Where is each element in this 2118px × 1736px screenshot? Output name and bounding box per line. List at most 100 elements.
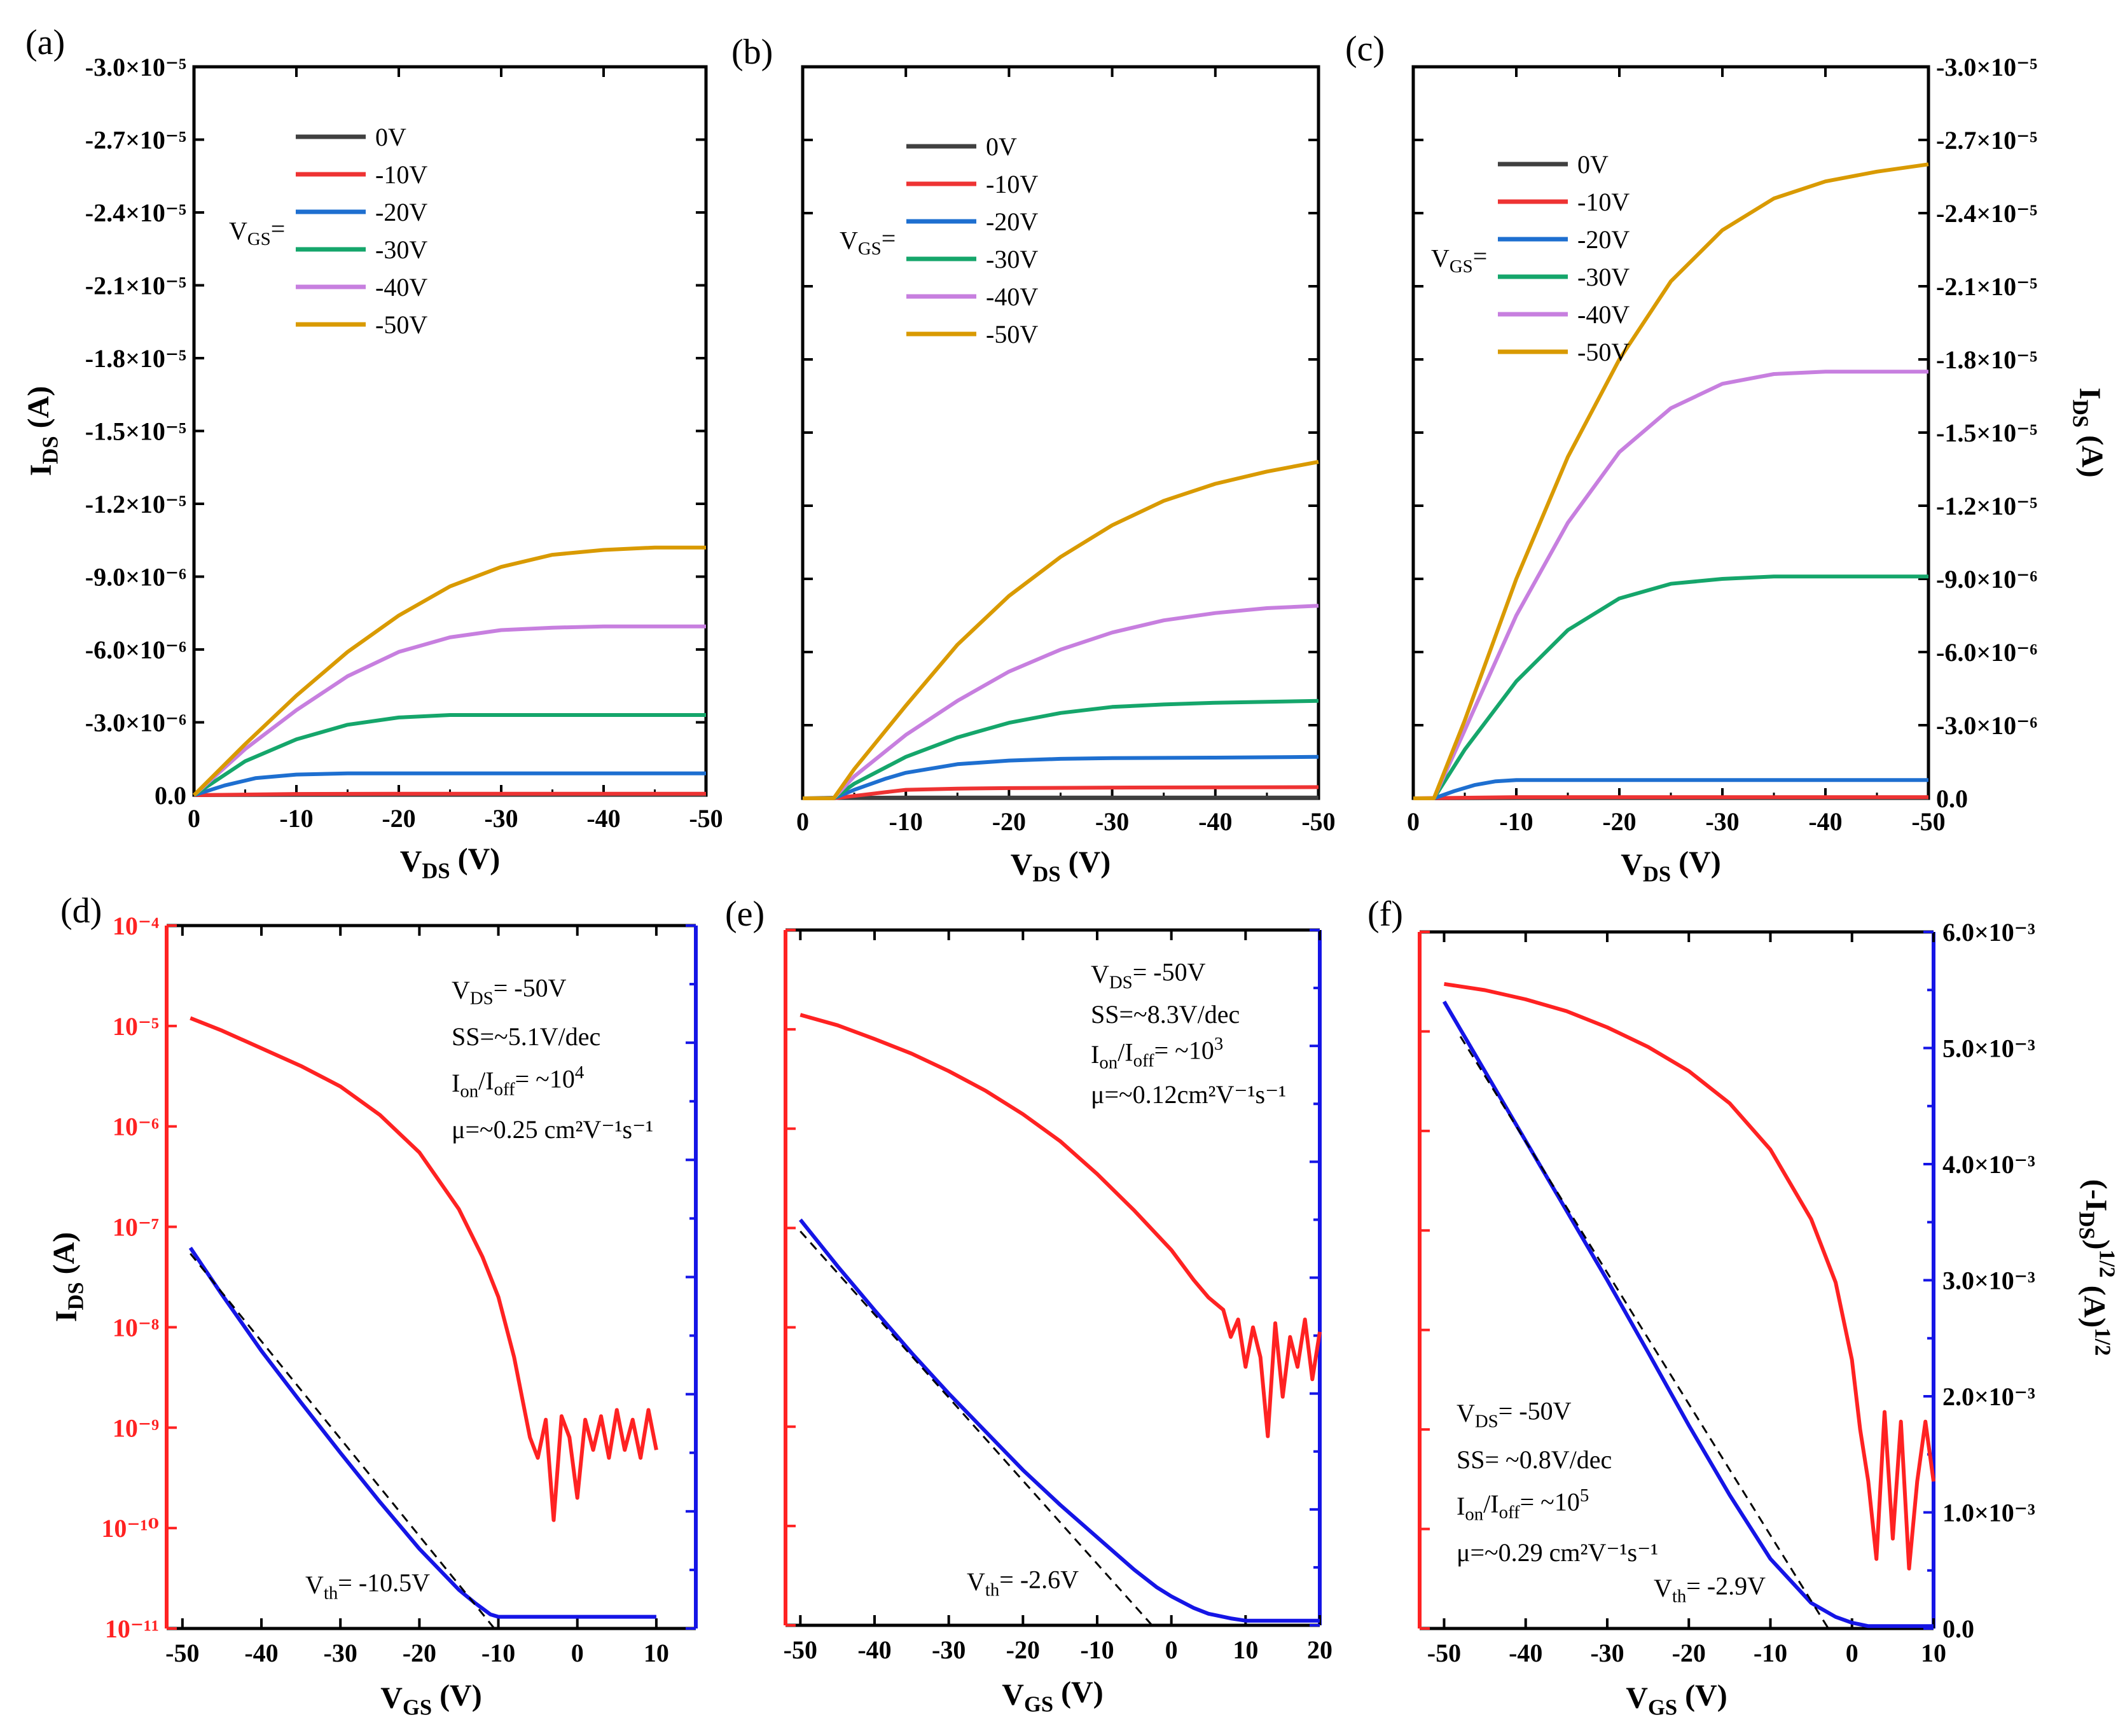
text-run: I — [452, 1069, 460, 1097]
panel-e-letter: (e) — [725, 894, 765, 934]
annotation-line: μ=~0.25 cm²V⁻¹s⁻¹ — [452, 1115, 653, 1144]
text-run: (V) — [1671, 845, 1721, 879]
x-tick-label: -10 — [1499, 807, 1533, 836]
x-tick-label: -20 — [992, 807, 1026, 836]
log-tick-label: 10⁻⁴ — [113, 912, 159, 940]
annotation-line: SS=~5.1V/dec — [452, 1022, 600, 1051]
y-tick-label: -2.1×10⁻⁵ — [85, 272, 186, 300]
sqrt-tick-label: 6.0×10⁻³ — [1942, 918, 2035, 947]
text-run: V — [1626, 1681, 1648, 1715]
text-run: /I — [1118, 1038, 1133, 1067]
text-run: /I — [478, 1067, 494, 1095]
y-axis-label: IDS​ (A) — [22, 386, 62, 476]
sqrt-tick-label: 2.0×10⁻³ — [1942, 1382, 2035, 1411]
curve-vgs-m40V — [803, 604, 1319, 800]
text-run: SS=~5.1V/dec — [452, 1022, 600, 1051]
text-run: I — [1457, 1492, 1465, 1520]
legend-label: 0V — [986, 132, 1017, 161]
sqrt-tick-label: 5.0×10⁻³ — [1942, 1034, 2035, 1063]
text-run: μ=~0.25 cm²V⁻¹s⁻¹ — [452, 1115, 653, 1144]
y-tick-label: -1.2×10⁻⁵ — [1936, 492, 2037, 520]
y-tick-label: -1.5×10⁻⁵ — [1936, 419, 2037, 447]
subscript: GS — [1648, 1695, 1677, 1719]
y-tick-label: 0.0 — [1936, 784, 1968, 813]
y-tick-label: -1.8×10⁻⁵ — [1936, 345, 2037, 374]
log-tick-label: 10⁻⁹ — [113, 1413, 159, 1442]
legend-label: -40V — [375, 273, 427, 302]
curve-vgs-m50V — [1413, 162, 1929, 800]
panel-c-letter: (c) — [1345, 29, 1385, 69]
log-tick-label: 10⁻⁸ — [113, 1313, 159, 1342]
y-tick-label: -3.0×10⁻⁵ — [85, 53, 186, 81]
subscript: off — [1499, 1502, 1520, 1522]
x-tick-label: 10 — [1233, 1635, 1258, 1664]
annotation-line: μ=~0.12cm²V⁻¹s⁻¹ — [1091, 1080, 1286, 1109]
text-run: V — [1457, 1399, 1475, 1427]
subscript: GS — [1450, 256, 1473, 277]
x-tick-label: -30 — [932, 1635, 966, 1664]
x-tick-label: -10 — [279, 804, 313, 833]
x-tick-label: -50 — [784, 1635, 817, 1664]
text-run: I — [50, 1310, 83, 1323]
subscript: DS — [38, 436, 62, 464]
curve-vgs-m30V — [193, 713, 706, 797]
legend-label: 0V — [375, 123, 406, 151]
x-tick-label: -20 — [382, 804, 415, 833]
text-run: V — [840, 226, 858, 255]
threshold-voltage-label: Vth​= -2.9V — [1654, 1572, 1766, 1607]
text-run: V — [1091, 960, 1109, 989]
panel-d-letter: (d) — [60, 891, 102, 931]
curve-vgs-m10V — [1413, 795, 1928, 800]
x-tick-label: -40 — [1198, 807, 1232, 836]
linear-fit-dashed-line — [190, 1253, 495, 1629]
x-tick-label: 10 — [1921, 1639, 1946, 1667]
text-run: V — [380, 1681, 403, 1715]
x-tick-label: -30 — [1705, 807, 1739, 836]
subscript: DS — [2075, 1211, 2099, 1239]
text-run: I — [24, 464, 58, 476]
text-run: = — [1473, 242, 1488, 270]
x-tick-label: -50 — [689, 804, 723, 833]
x-axis-label: VDS​ (V) — [1621, 845, 1720, 886]
legend-label: -40V — [986, 282, 1038, 311]
text-run: (V) — [1677, 1679, 1727, 1712]
x-tick-label: -30 — [484, 804, 518, 833]
y-tick-label: -1.5×10⁻⁵ — [85, 417, 186, 446]
text-run: V — [400, 845, 422, 878]
curve-vgs-m50V — [192, 545, 706, 797]
legend-label: -20V — [375, 198, 427, 226]
text-run: I — [2073, 387, 2107, 399]
superscript: 1/2 — [2094, 1249, 2118, 1277]
x-axis-label: VGS​ (V) — [1002, 1676, 1103, 1716]
text-run: = ~10 — [1154, 1036, 1214, 1064]
legend-title: VGS​= — [229, 214, 285, 249]
text-run: μ=~0.12cm²V⁻¹s⁻¹ — [1091, 1080, 1286, 1109]
legend-label: -50V — [986, 320, 1038, 349]
sqrt-tick-label: 4.0×10⁻³ — [1942, 1150, 2035, 1179]
text-run: (A) — [47, 1232, 81, 1282]
text-run: = — [271, 214, 286, 243]
x-tick-label: 0 — [571, 1639, 584, 1667]
y-axis-label-right: (-IDS​)1/2​ (A)1/2​ — [2075, 1179, 2118, 1356]
subscript: th — [1672, 1587, 1687, 1607]
y-tick-label: -6.0×10⁻⁶ — [85, 635, 186, 664]
superscript: 3 — [1214, 1034, 1223, 1054]
text-run: = -2.6V — [999, 1566, 1079, 1594]
y-tick-label: -6.0×10⁻⁶ — [1936, 638, 2037, 667]
subscript: GS — [858, 239, 882, 259]
annotation-line: Ion​/Ioff​= ~104​ — [452, 1062, 584, 1102]
panel-a-letter: (a) — [25, 23, 65, 62]
x-tick-label: -10 — [1754, 1639, 1787, 1667]
sqrt-tick-label: 1.0×10⁻³ — [1942, 1499, 2035, 1527]
y-axis-label: IDS​ (A) — [47, 1232, 88, 1323]
log-tick-label: 10⁻⁵ — [113, 1012, 159, 1041]
y-tick-label: -2.7×10⁻⁵ — [85, 126, 186, 155]
plot-frame — [192, 65, 708, 797]
annotation-line: SS= ~0.8V/dec — [1457, 1445, 1612, 1474]
legend-label: -20V — [1577, 225, 1630, 254]
annotation-line: SS=~8.3V/dec — [1091, 1000, 1240, 1029]
text-run: SS=~8.3V/dec — [1091, 1000, 1240, 1029]
log-tick-label: 10⁻⁷ — [113, 1213, 159, 1242]
y-tick-label: -1.2×10⁻⁵ — [85, 490, 186, 518]
